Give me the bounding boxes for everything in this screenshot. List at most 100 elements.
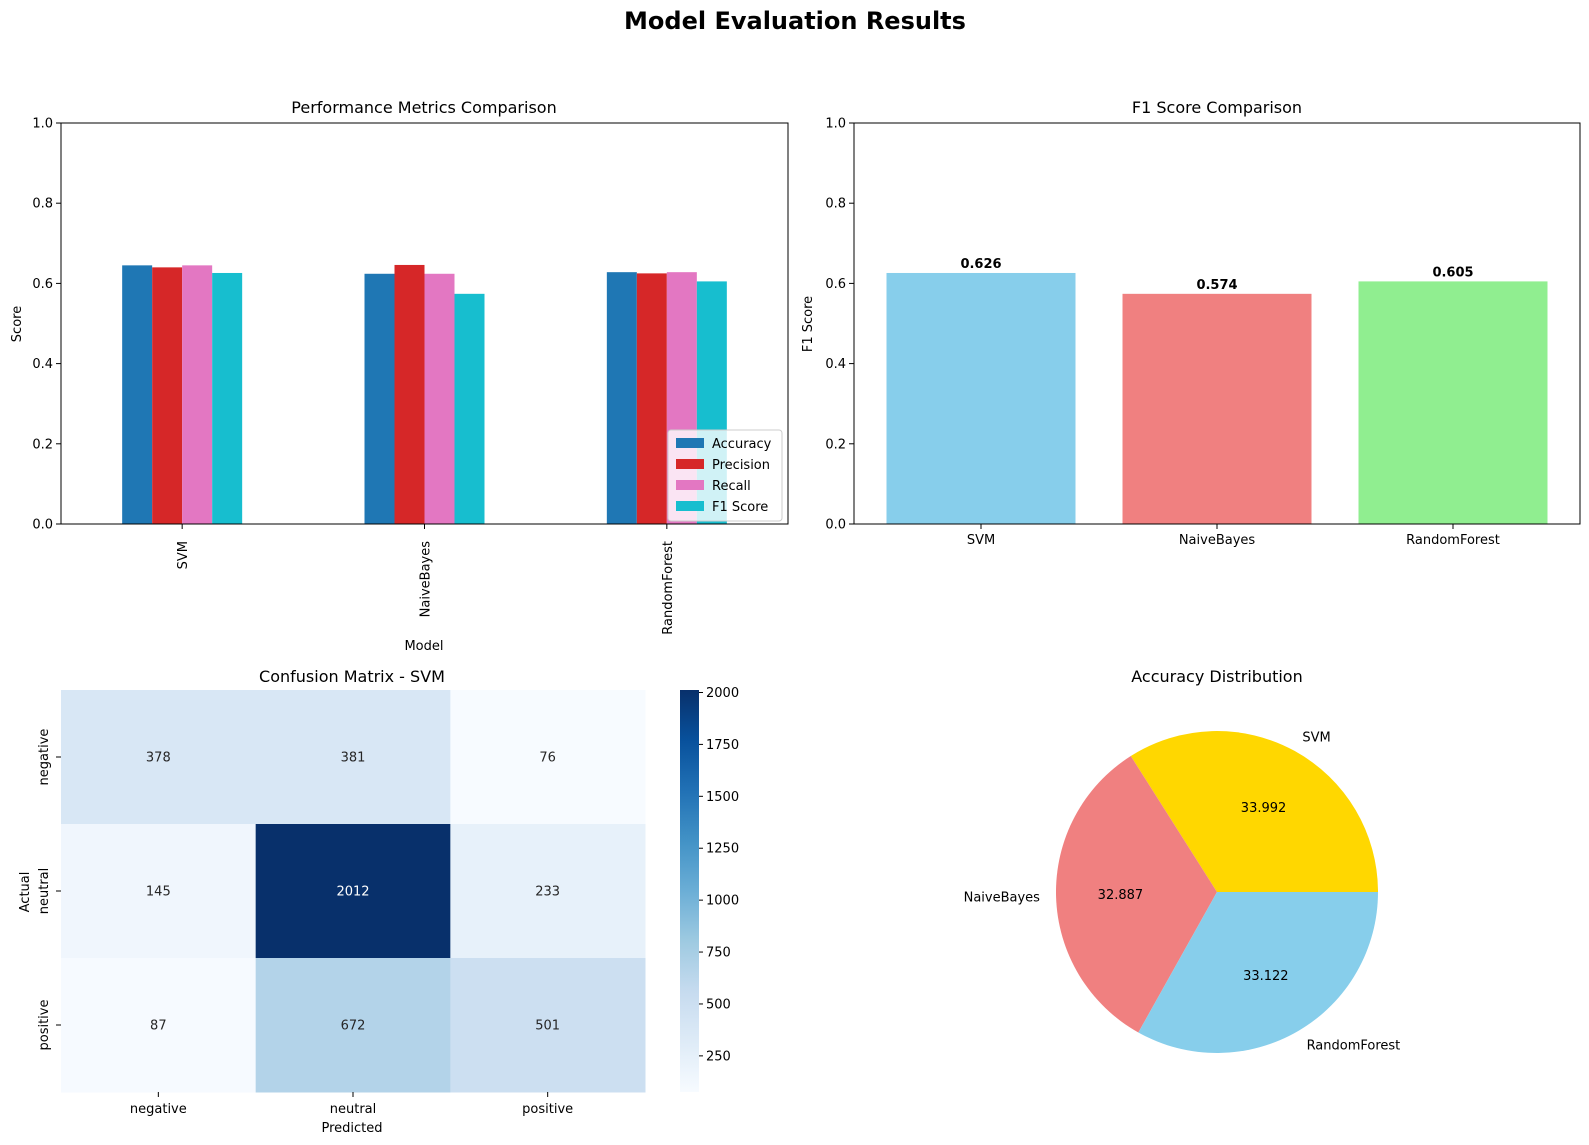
cell-value: 381	[341, 751, 366, 766]
bar-svm-precision	[152, 267, 183, 524]
x-tick-label-svm: SVM	[967, 533, 995, 548]
metrics-y-ticks: 0.0 0.2 0.4 0.6 0.8 1.0	[32, 117, 61, 533]
confusion-cells: 378 381 76 145 2012 233 87 672 501	[61, 690, 646, 1093]
confusion-ticks: negative neutral positive negative neutral po…	[37, 729, 573, 1117]
bar-svm-recall	[182, 265, 213, 524]
pie-label-svm: SVM	[1302, 730, 1330, 745]
metrics-x-ticks: SVM NaiveBayes RandomForest	[176, 524, 676, 635]
bar-svm	[886, 272, 1076, 524]
y-tick-label: 0.4	[825, 357, 846, 372]
value-label-naivebayes: 0.574	[1196, 278, 1237, 293]
cell-value: 87	[150, 1019, 167, 1034]
f1-chart-title: F1 Score Comparison	[1132, 98, 1302, 117]
bar-randomforest-precision	[636, 273, 667, 524]
y-tick-label: 0.8	[32, 197, 53, 212]
cell-neutral-neutral	[255, 824, 451, 959]
y-tick-label: 0.0	[825, 518, 846, 533]
value-label-randomforest: 0.605	[1432, 265, 1473, 280]
y-tick-label: 0.4	[32, 357, 53, 372]
cell-negative-negative	[61, 690, 257, 825]
legend-label-accuracy: Accuracy	[712, 437, 772, 452]
colorbar-tick-label: 1000	[706, 894, 739, 909]
colorbar-tick-label: 1750	[706, 738, 739, 753]
cell-value: 233	[535, 885, 560, 900]
legend-swatch-recall	[676, 480, 704, 490]
cell-value: 672	[341, 1019, 366, 1034]
cell-value: 378	[146, 751, 171, 766]
f1-bars: 0.626 0.574 0.605	[886, 257, 1548, 524]
y-tick-label: 1.0	[825, 117, 846, 132]
x-tick-label-randomforest: RandomForest	[1406, 533, 1500, 548]
legend-label-precision: Precision	[712, 458, 770, 473]
bar-svm-f1-score	[212, 272, 243, 524]
colorbar-ticks: 250 500 750 1000 1250 1500 1750 2000	[699, 686, 739, 1064]
y-tick-label: 0.0	[32, 518, 53, 533]
confusion-x-axis-label: Predicted	[321, 1121, 382, 1136]
x-tick-label-positive: positive	[522, 1102, 573, 1117]
y-tick-label: 0.2	[825, 437, 846, 452]
metrics-y-axis-label: Score	[10, 306, 25, 342]
cell-positive-neutral	[255, 958, 451, 1093]
colorbar-tick-label: 2000	[706, 686, 739, 701]
metrics-plot-frame	[60, 122, 789, 525]
x-tick-label-neutral: neutral	[330, 1102, 377, 1117]
x-tick-label-naivebayes: NaiveBayes	[419, 541, 434, 618]
legend-swatch-accuracy	[676, 438, 704, 448]
colorbar-tick-label: 250	[706, 1049, 731, 1064]
y-tick-label: 1.0	[32, 117, 53, 132]
colorbar-tick-label: 1500	[706, 790, 739, 805]
pie-value-randomforest: 33.122	[1243, 969, 1289, 984]
pie-label-randomforest: RandomForest	[1307, 1038, 1401, 1053]
f1-y-ticks: 0.0 0.2 0.4 0.6 0.8 1.0	[825, 117, 854, 533]
value-label-svm: 0.626	[960, 257, 1001, 272]
accuracy-pie: Accuracy Distribution 33.992 SVM 32.887 Nai…	[964, 667, 1401, 1053]
y-tick-label: 0.2	[32, 437, 53, 452]
bar-naivebayes-recall	[424, 273, 455, 524]
figure-title: Model Evaluation Results	[624, 7, 966, 35]
x-tick-label-randomforest: RandomForest	[661, 541, 676, 635]
cell-neutral-positive	[450, 824, 646, 959]
cell-positive-negative	[61, 958, 257, 1093]
confusion-y-axis-label: Actual	[18, 872, 33, 913]
metrics-chart-title: Performance Metrics Comparison	[291, 98, 556, 117]
cell-value: 76	[539, 751, 556, 766]
f1-x-ticks: SVM NaiveBayes RandomForest	[967, 524, 1500, 548]
pie-label-naivebayes: NaiveBayes	[964, 890, 1041, 905]
x-tick-label-negative: negative	[130, 1102, 187, 1117]
y-tick-label-neutral: neutral	[37, 868, 52, 915]
x-tick-label-naivebayes: NaiveBayes	[1179, 533, 1256, 548]
confusion-matrix-title: Confusion Matrix - SVM	[259, 667, 445, 686]
legend-swatch-f1-score	[676, 501, 704, 511]
colorbar-tick-label: 1250	[706, 842, 739, 857]
y-tick-label: 0.6	[32, 277, 53, 292]
metrics-x-axis-label: Model	[404, 639, 443, 654]
y-tick-label: 0.6	[825, 277, 846, 292]
accuracy-pie-title: Accuracy Distribution	[1131, 667, 1302, 686]
pie-slices: 33.992 SVM 32.887 NaiveBayes 33.122 RandomFor…	[964, 730, 1401, 1053]
metrics-chart: Performance Metrics Comparison Score Mod…	[10, 98, 789, 654]
f1-plot-frame	[853, 122, 1581, 525]
metrics-legend: Accuracy Precision Recall F1 Score	[667, 429, 783, 522]
legend-swatch-precision	[676, 459, 704, 469]
f1-chart: F1 Score Comparison F1 Score 0.0 0.2 0.4 0.…	[801, 98, 1581, 548]
pie-slice-svm	[1130, 731, 1378, 892]
cell-value: 2012	[336, 885, 369, 900]
bar-naivebayes-accuracy	[364, 273, 395, 524]
legend-box	[667, 429, 783, 522]
legend-label-f1-score: F1 Score	[712, 500, 768, 515]
bar-svm-accuracy	[122, 265, 153, 524]
bar-randomforest	[1358, 281, 1548, 524]
colorbar	[680, 690, 699, 1092]
cell-negative-positive	[450, 690, 646, 825]
colorbar-tick-label: 500	[706, 997, 731, 1012]
confusion-matrix: Confusion Matrix - SVM Actual Predicted …	[18, 667, 739, 1136]
f1-y-axis-label: F1 Score	[801, 296, 816, 352]
bar-naivebayes-f1-score	[454, 293, 485, 524]
cell-neutral-negative	[61, 824, 257, 959]
colorbar-tick-label: 750	[706, 946, 731, 961]
y-tick-label-positive: positive	[37, 1000, 52, 1051]
bar-naivebayes	[1122, 293, 1312, 524]
pie-value-svm: 33.992	[1241, 801, 1287, 816]
metrics-bars	[122, 264, 727, 524]
